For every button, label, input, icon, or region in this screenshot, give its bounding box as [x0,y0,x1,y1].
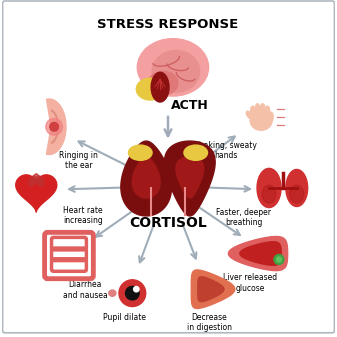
Ellipse shape [111,279,146,307]
Polygon shape [198,277,224,302]
Polygon shape [121,141,172,216]
Ellipse shape [151,72,169,102]
Ellipse shape [251,106,255,116]
Circle shape [276,257,281,262]
Ellipse shape [265,106,270,116]
Ellipse shape [34,174,39,183]
Ellipse shape [109,290,116,296]
Ellipse shape [255,104,260,113]
Ellipse shape [136,78,164,100]
Ellipse shape [137,39,209,96]
Ellipse shape [29,178,34,186]
Polygon shape [191,270,235,308]
Text: STRESS RESPONSE: STRESS RESPONSE [97,18,239,31]
Ellipse shape [128,145,152,160]
Ellipse shape [250,112,272,130]
Text: Heart rate
increasing: Heart rate increasing [63,206,103,225]
Ellipse shape [152,51,200,92]
Polygon shape [176,157,204,198]
Ellipse shape [261,104,265,113]
Text: Decrease
in digestion: Decrease in digestion [187,313,232,332]
Circle shape [126,286,139,300]
Text: Liver released
glucose: Liver released glucose [223,273,277,293]
Text: Shaking, sweaty
hands: Shaking, sweaty hands [194,141,257,160]
Ellipse shape [31,176,36,184]
Ellipse shape [38,178,44,186]
Ellipse shape [290,185,304,203]
FancyBboxPatch shape [3,1,334,333]
Circle shape [119,280,146,307]
Polygon shape [228,237,288,271]
Text: Pupil dilate: Pupil dilate [103,313,146,322]
Text: Ringing in
the ear: Ringing in the ear [59,151,98,170]
Polygon shape [257,168,281,208]
Circle shape [274,254,284,265]
Polygon shape [286,170,308,207]
Polygon shape [132,157,160,198]
Ellipse shape [36,176,41,184]
Text: ACTH: ACTH [171,99,209,112]
Ellipse shape [148,71,178,95]
Polygon shape [240,242,281,265]
Circle shape [50,122,58,131]
Text: Diarrhea
and nausea: Diarrhea and nausea [63,280,108,300]
Ellipse shape [269,112,273,122]
Polygon shape [47,99,66,154]
Text: Faster, deeper
breathing: Faster, deeper breathing [216,208,271,227]
Ellipse shape [246,111,252,119]
Circle shape [46,118,62,135]
Text: CORTISOL: CORTISOL [129,216,207,230]
Ellipse shape [262,185,276,203]
Polygon shape [16,175,57,212]
Ellipse shape [184,145,208,160]
Polygon shape [164,141,215,216]
Circle shape [134,286,139,292]
